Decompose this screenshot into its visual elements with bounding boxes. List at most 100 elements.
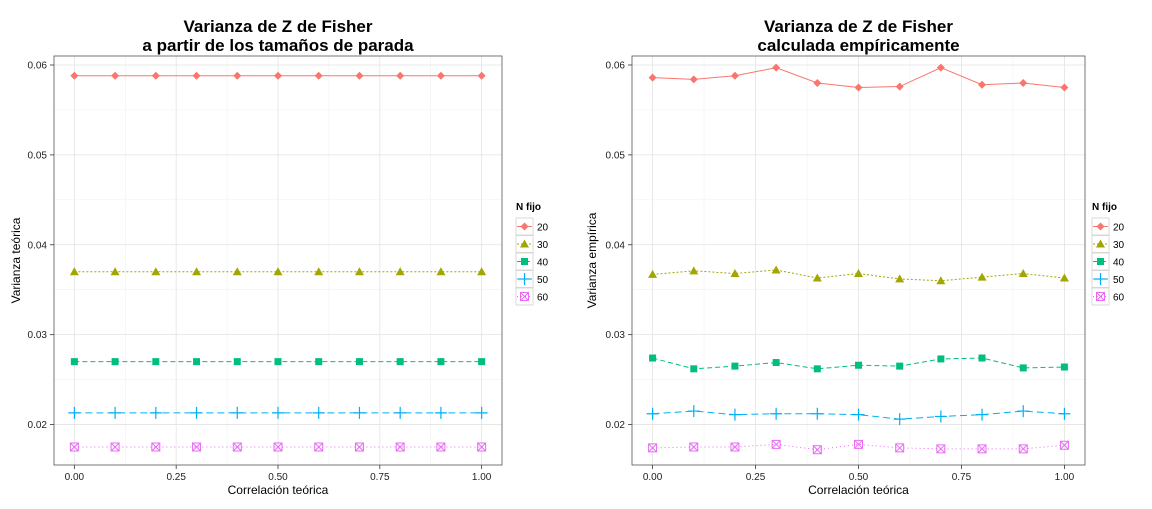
point-60-2 <box>151 442 161 452</box>
chart-title-line-1: Varianza de Z de Fisher <box>184 17 373 36</box>
legend-item-60: 60 <box>1091 287 1125 306</box>
point-50-4 <box>811 407 824 420</box>
legend: N fijo 20 30 40 50 60 <box>515 202 549 306</box>
point-50-1 <box>687 405 700 418</box>
y-tick-label: 0.03 <box>28 330 48 341</box>
point-60-5 <box>273 442 283 452</box>
legend-item-20: 20 <box>515 217 549 236</box>
point-20-8 <box>978 80 987 89</box>
series-30 <box>648 265 1069 285</box>
point-40-0 <box>649 354 657 362</box>
point-40-2 <box>152 358 160 366</box>
x-tick-label: 0.50 <box>849 472 869 483</box>
point-60-9 <box>1018 444 1028 454</box>
point-50-4 <box>231 406 244 419</box>
point-50-2 <box>728 408 741 421</box>
legend-item-60: 60 <box>515 287 549 306</box>
point-60-7 <box>354 442 364 452</box>
point-60-6 <box>895 443 905 453</box>
point-20-2 <box>151 71 160 80</box>
series-line-30 <box>652 269 1065 282</box>
point-30-0 <box>69 267 79 276</box>
point-20-9 <box>1019 78 1028 87</box>
legend-item-50: 50 <box>515 270 549 288</box>
point-30-3 <box>771 265 781 274</box>
point-20-8 <box>396 71 405 80</box>
point-40-2 <box>731 362 739 370</box>
point-30-0 <box>648 269 658 278</box>
point-50-5 <box>272 406 284 419</box>
point-50-7 <box>934 410 947 423</box>
y-tick-label: 0.05 <box>606 150 626 161</box>
point-20-4 <box>813 78 822 87</box>
point-60-1 <box>110 442 120 452</box>
point-60-1 <box>689 442 699 452</box>
legend-label: 50 <box>1113 275 1125 286</box>
point-50-2 <box>149 406 162 419</box>
series-50 <box>646 405 1071 426</box>
point-40-3 <box>193 358 201 366</box>
point-40-8 <box>396 358 404 366</box>
point-50-9 <box>1017 405 1030 418</box>
x-axis-label: Correlación teórica <box>228 483 329 497</box>
point-30-10 <box>1059 273 1069 282</box>
y-tick-label: 0.06 <box>28 60 48 71</box>
point-30-6 <box>895 274 905 283</box>
y-axis-label: Varianza teórica <box>9 217 23 303</box>
x-tick-label: 0.25 <box>166 472 186 483</box>
series-40 <box>649 354 1068 373</box>
point-legend-50-0 <box>1094 273 1107 285</box>
y-axis-label: Varianza empírica <box>585 212 599 308</box>
point-60-0 <box>648 443 658 453</box>
point-40-8 <box>978 354 986 362</box>
point-30-6 <box>314 267 324 276</box>
point-50-7 <box>353 406 366 419</box>
legend-label: 20 <box>537 223 549 234</box>
point-50-6 <box>312 406 325 419</box>
point-20-3 <box>192 71 201 80</box>
point-30-8 <box>977 272 987 281</box>
chart-title-line-1: Varianza de Z de Fisher <box>764 17 953 36</box>
point-60-6 <box>314 442 324 452</box>
point-60-2 <box>730 442 740 452</box>
legend-title: N fijo <box>516 202 541 213</box>
series-line-60 <box>652 443 1065 451</box>
point-40-9 <box>1019 364 1027 372</box>
point-40-4 <box>233 358 241 366</box>
point-50-5 <box>852 408 865 421</box>
point-60-7 <box>936 444 946 454</box>
point-40-6 <box>896 362 904 370</box>
point-60-8 <box>395 442 405 452</box>
point-40-10 <box>478 358 486 366</box>
point-40-5 <box>855 361 862 369</box>
point-20-6 <box>895 82 904 91</box>
point-20-9 <box>436 71 445 80</box>
point-20-7 <box>936 63 945 72</box>
x-axis-label: Correlación teórica <box>808 483 909 497</box>
point-50-3 <box>190 406 203 419</box>
chart-title-line-2: a partir de los tamaños de parada <box>142 36 414 55</box>
point-40-6 <box>315 358 323 366</box>
series-20 <box>648 63 1069 92</box>
point-20-10 <box>477 71 486 80</box>
series-60 <box>648 439 1069 455</box>
point-30-2 <box>151 267 161 276</box>
point-60-10 <box>477 442 487 452</box>
legend-label: 60 <box>537 293 549 304</box>
x-tick-label: 1.00 <box>1055 472 1075 483</box>
point-50-9 <box>434 406 447 419</box>
point-40-7 <box>355 358 363 366</box>
point-40-0 <box>70 358 78 366</box>
point-50-0 <box>68 406 81 419</box>
point-30-7 <box>354 267 364 276</box>
y-tick-label: 0.02 <box>28 420 48 431</box>
point-60-4 <box>812 445 822 455</box>
legend-label: 60 <box>1113 293 1125 304</box>
chart-title-line-2: calculada empíricamente <box>757 36 959 55</box>
y-tick-label: 0.03 <box>606 330 626 341</box>
point-20-2 <box>730 71 739 80</box>
point-legend-30-0 <box>1096 239 1105 248</box>
legend-label: 20 <box>1113 223 1125 234</box>
point-30-8 <box>395 267 405 276</box>
